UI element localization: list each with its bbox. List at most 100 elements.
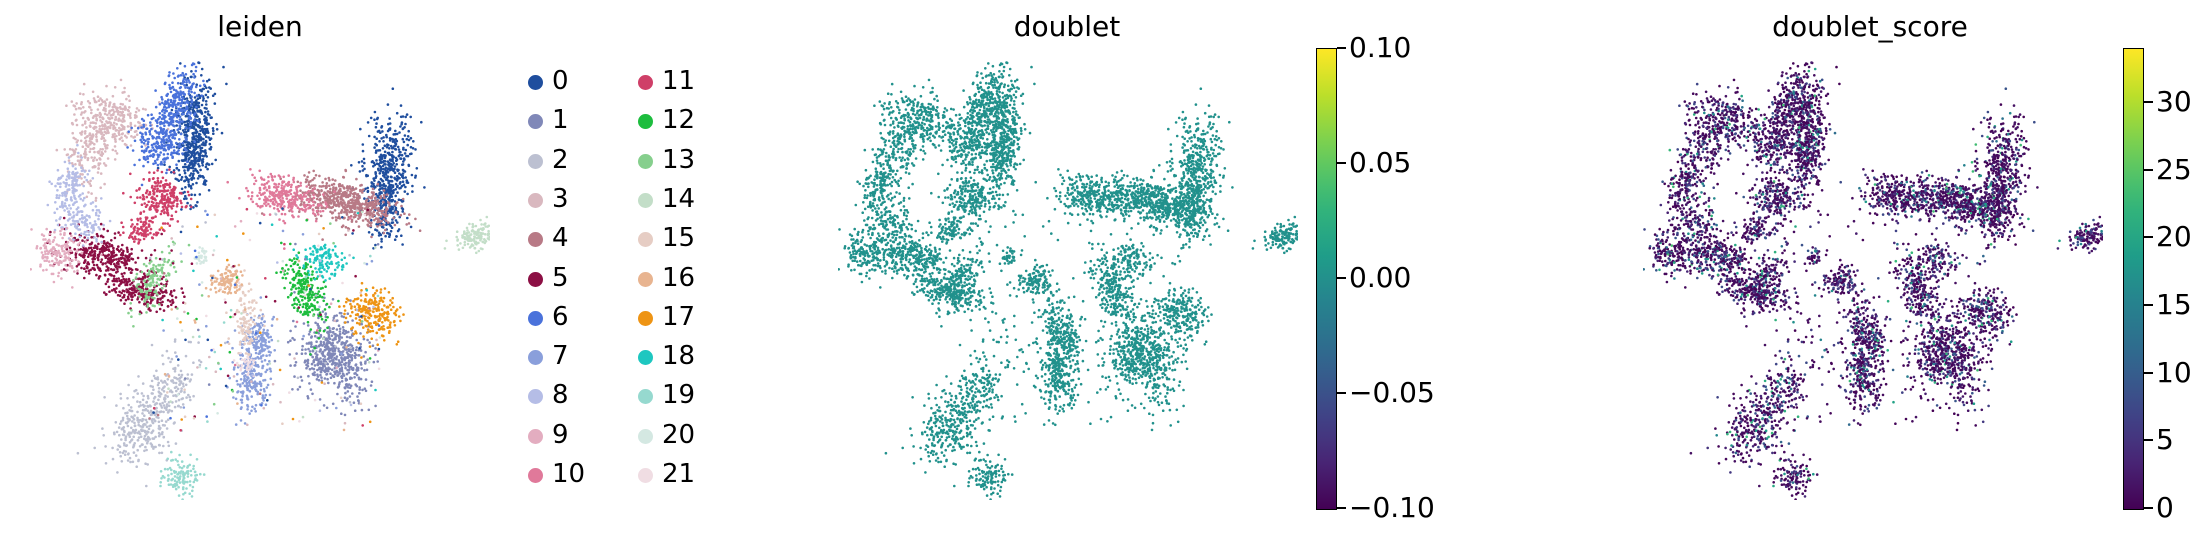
- scatter-point: [349, 365, 353, 369]
- scatter-point: [190, 70, 193, 73]
- scatter-point: [92, 223, 95, 227]
- scatter-point: [407, 222, 411, 225]
- scatter-point: [359, 332, 362, 335]
- scatter-point: [108, 290, 111, 293]
- scatter-point: [119, 298, 123, 302]
- scatter-point: [157, 420, 161, 424]
- scatter-point: [84, 110, 87, 113]
- scatter-point: [97, 226, 100, 229]
- scatter-point: [105, 248, 108, 252]
- scatter-point: [184, 78, 188, 82]
- scatter-point: [140, 149, 144, 153]
- scatter-point: [149, 384, 152, 388]
- scatter-point: [44, 238, 47, 241]
- scatter-point: [193, 76, 196, 79]
- scatter-point: [73, 194, 76, 198]
- scatter-point: [121, 103, 125, 106]
- scatter-point: [192, 394, 195, 398]
- scatter-point: [378, 172, 382, 175]
- scatter-point: [362, 157, 366, 161]
- scatter-point: [143, 449, 146, 453]
- scatter-point: [322, 206, 325, 209]
- scatter-point: [382, 167, 385, 171]
- scatter-point: [75, 265, 79, 268]
- scatter-point: [162, 135, 165, 139]
- scatter-point: [184, 383, 188, 387]
- scatter-point: [342, 202, 346, 205]
- scatter-point: [126, 289, 130, 293]
- scatter-point: [340, 356, 343, 359]
- scatter-point: [368, 341, 371, 344]
- scatter-point: [352, 216, 356, 219]
- scatter-point: [145, 484, 148, 488]
- scatter-point: [71, 189, 75, 193]
- scatter-point: [102, 434, 105, 437]
- scatter-point: [327, 190, 330, 193]
- scatter-point: [254, 346, 257, 350]
- scatter-point: [404, 115, 408, 119]
- scatter-point: [200, 146, 204, 150]
- scatter-point: [405, 179, 409, 182]
- scatter-point: [121, 418, 125, 422]
- scatter-point: [244, 364, 248, 368]
- scatter-point: [305, 179, 309, 182]
- scatter-point: [315, 378, 319, 381]
- scatter-point: [172, 96, 176, 99]
- scatter-point: [147, 411, 151, 415]
- scatter-point: [176, 150, 179, 154]
- scatter-point: [139, 404, 142, 407]
- scatter-point: [379, 153, 383, 157]
- scatter-point: [206, 90, 210, 93]
- scatter-point: [175, 167, 179, 170]
- scatter-point: [161, 132, 165, 136]
- scatter-point: [379, 177, 383, 181]
- scatter-point: [117, 277, 120, 280]
- scatter-point: [54, 184, 57, 188]
- scatter-point: [311, 349, 315, 353]
- scatter-point: [129, 406, 133, 409]
- scatter-point: [347, 349, 351, 353]
- scatter-point: [360, 183, 363, 187]
- scatter-point: [240, 401, 244, 404]
- scatter-point: [80, 177, 83, 180]
- scatter-point: [132, 435, 135, 439]
- scatter-point: [66, 268, 69, 272]
- scatter-point: [60, 277, 63, 280]
- scatter-point: [386, 160, 390, 163]
- scatter-point: [159, 410, 163, 413]
- scatter-point: [56, 189, 59, 192]
- scatter-point: [386, 129, 390, 133]
- scatter-point: [355, 373, 359, 377]
- scatter-point: [354, 348, 358, 352]
- doublet-title: doublet: [867, 10, 1267, 43]
- scatter-point: [156, 163, 160, 167]
- scatter-point: [67, 252, 71, 256]
- scatter-point: [175, 141, 178, 145]
- scatter-point: [147, 430, 150, 434]
- scatter-point: [343, 210, 346, 214]
- scatter-point: [164, 132, 167, 136]
- scatter-point: [117, 113, 120, 116]
- scatter-point: [172, 149, 176, 152]
- scatter-point: [64, 263, 67, 267]
- scatter-point: [141, 408, 145, 412]
- scatter-point: [98, 127, 101, 131]
- scatter-point: [366, 223, 370, 227]
- scatter-point: [80, 214, 84, 217]
- scatter-point: [76, 272, 79, 275]
- scatter-point: [72, 241, 75, 244]
- scatter-point: [327, 340, 331, 344]
- scatter-point: [135, 107, 139, 110]
- scatter-point: [346, 312, 350, 315]
- scatter-point: [46, 255, 49, 259]
- scatter-point: [49, 230, 52, 234]
- scatter-point: [359, 363, 363, 366]
- scatter-point: [321, 352, 325, 356]
- scatter-point: [322, 184, 325, 188]
- scatter-point: [262, 387, 266, 391]
- scatter-point: [313, 334, 317, 338]
- scatter-point: [351, 319, 354, 322]
- scatter-point: [372, 360, 376, 364]
- scatter-point: [383, 196, 386, 199]
- scatter-point: [260, 317, 264, 321]
